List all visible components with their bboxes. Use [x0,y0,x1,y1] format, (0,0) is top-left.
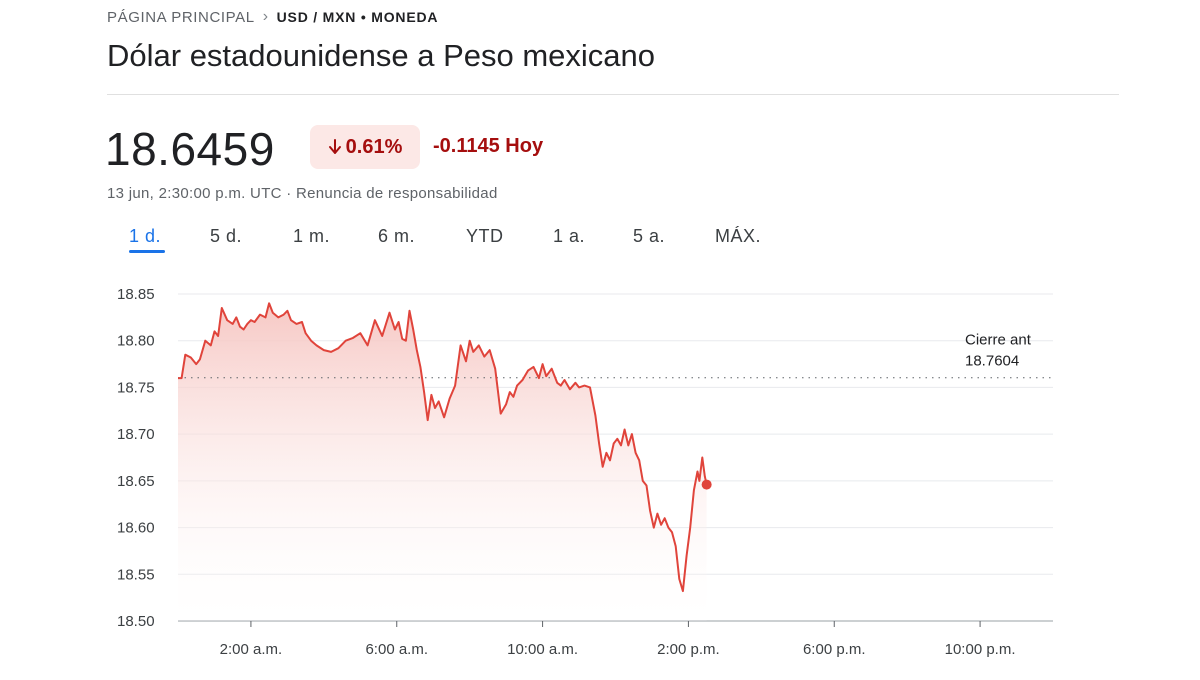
x-tick-label: 10:00 a.m. [507,641,578,658]
y-tick-label: 18.50 [117,613,155,630]
y-tick-label: 18.70 [117,426,155,443]
tab-1a[interactable]: 1 a. [553,226,586,246]
x-tick-label: 6:00 p.m. [803,641,866,658]
tab-5a[interactable]: 5 a. [633,226,666,246]
breadcrumb: PÁGINA PRINCIPAL › USD / MXN • MONEDA [107,8,438,26]
price-line [178,302,708,593]
price-area [178,303,707,621]
tab-1m[interactable]: 1 m. [293,226,331,246]
y-tick-label: 18.60 [117,520,155,537]
tab-ytd[interactable]: YTD [466,226,504,246]
tab-6m[interactable]: 6 m. [378,226,416,246]
x-tick-label: 6:00 a.m. [365,641,428,658]
tab-1d[interactable]: 1 d. [129,226,162,246]
arrow-down-icon [328,139,341,154]
y-tick-label: 18.80 [117,333,155,350]
y-tick-label: 18.55 [117,566,155,583]
y-tick-label: 18.65 [117,473,155,490]
change-percent-badge: 0.61% [310,125,420,169]
previous-close-value: 18.7604 [965,353,1019,370]
x-tick-label: 2:00 a.m. [220,641,283,658]
breadcrumb-home-link[interactable]: PÁGINA PRINCIPAL [107,8,255,26]
tab-5d[interactable]: 5 d. [210,226,243,246]
x-tick-label: 10:00 p.m. [945,641,1016,658]
current-price-dot [701,479,712,490]
active-tab-indicator [129,250,165,253]
change-percent-value: 0.61% [345,135,403,158]
chevron-right-icon: › [262,8,269,25]
change-absolute: -0.1145 Hoy [433,135,544,157]
previous-close-label: Cierre ant [965,332,1032,349]
y-tick-label: 18.85 [117,286,155,303]
breadcrumb-current: USD / MXN • MONEDA [276,9,439,25]
quote-timestamp: 13 jun, 2:30:00 p.m. UTC · Renuncia de r… [107,185,498,202]
x-tick-label: 2:00 p.m. [657,641,720,658]
page-title: Dólar estadounidense a Peso mexicano [107,38,656,73]
current-price: 18.6459 [105,123,275,175]
tab-max[interactable]: MÁX. [715,226,762,246]
y-tick-label: 18.75 [117,379,155,396]
header-divider [107,94,1119,95]
price-chart: 18.85 18.80 18.75 18.70 18.65 18.60 18.55 18.50… [117,286,1053,658]
